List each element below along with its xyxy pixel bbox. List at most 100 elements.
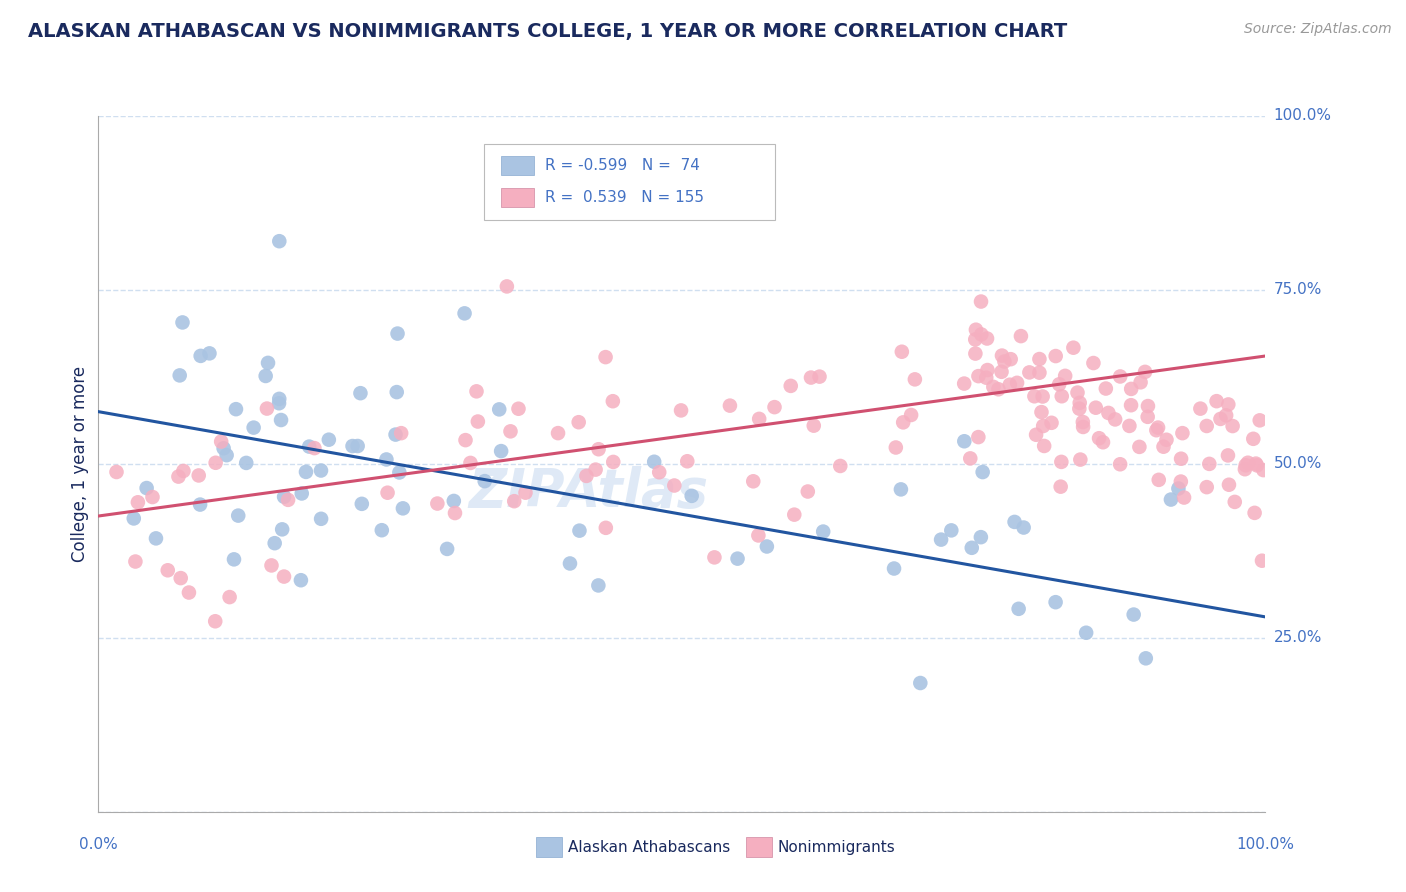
Point xyxy=(124,555,146,569)
Point xyxy=(309,512,332,526)
Point xyxy=(1088,431,1111,445)
Point xyxy=(349,386,371,401)
Point xyxy=(187,468,209,483)
Point xyxy=(454,433,477,447)
Point xyxy=(830,458,852,473)
Text: Source: ZipAtlas.com: Source: ZipAtlas.com xyxy=(1244,22,1392,37)
Point xyxy=(1218,397,1240,411)
Point xyxy=(1095,382,1118,396)
Text: R = -0.599   N =  74: R = -0.599 N = 74 xyxy=(546,158,700,173)
Text: R =  0.539   N = 155: R = 0.539 N = 155 xyxy=(546,190,704,205)
Point xyxy=(260,558,283,573)
Point xyxy=(965,323,987,337)
Point xyxy=(1198,457,1220,471)
Text: 25.0%: 25.0% xyxy=(1274,631,1322,645)
Point xyxy=(426,497,449,511)
Point xyxy=(747,528,769,542)
Point xyxy=(495,279,517,293)
Point xyxy=(1012,520,1035,534)
Point xyxy=(1243,506,1265,520)
Point xyxy=(884,441,907,455)
Point xyxy=(1018,365,1040,379)
Point xyxy=(1066,385,1088,400)
Point xyxy=(177,585,200,599)
Point xyxy=(808,369,831,384)
Point xyxy=(156,563,179,577)
Point xyxy=(1136,409,1159,424)
Point xyxy=(965,333,987,347)
Point xyxy=(797,484,820,499)
Point xyxy=(1170,451,1192,466)
Point xyxy=(558,557,581,571)
Point xyxy=(190,349,212,363)
Point xyxy=(1062,341,1084,355)
Point xyxy=(883,561,905,575)
Point xyxy=(1069,401,1091,416)
Point xyxy=(392,501,415,516)
Point xyxy=(271,522,294,536)
Point xyxy=(218,590,240,604)
Bar xyxy=(501,155,534,175)
Point xyxy=(436,541,458,556)
Point xyxy=(1167,482,1189,496)
Point xyxy=(209,434,232,449)
Point xyxy=(1097,406,1119,420)
Point xyxy=(547,426,569,441)
Point xyxy=(318,433,340,447)
Point xyxy=(291,486,314,500)
Point xyxy=(453,306,475,320)
Point xyxy=(350,497,373,511)
Point xyxy=(1005,376,1028,390)
Point xyxy=(970,327,993,342)
Point xyxy=(488,402,510,417)
Point xyxy=(1033,439,1056,453)
Point xyxy=(499,425,522,439)
Point xyxy=(648,465,671,479)
Point xyxy=(976,363,998,377)
Point xyxy=(1032,390,1054,404)
Point xyxy=(1000,352,1022,367)
Point xyxy=(965,346,987,360)
Point xyxy=(346,439,368,453)
Point xyxy=(204,614,226,628)
Point xyxy=(1054,368,1077,383)
Point xyxy=(267,396,290,410)
Point xyxy=(167,469,190,483)
Point xyxy=(298,440,321,454)
Point xyxy=(1144,423,1167,437)
Point xyxy=(602,394,624,409)
Point xyxy=(1007,602,1029,616)
Point xyxy=(290,573,312,587)
Point xyxy=(1071,420,1094,434)
Point xyxy=(783,508,806,522)
Point xyxy=(188,498,211,512)
Point xyxy=(643,455,665,469)
Point xyxy=(1045,595,1067,609)
Point xyxy=(443,494,465,508)
Point xyxy=(960,541,983,555)
Bar xyxy=(747,838,772,857)
Point xyxy=(1246,458,1268,473)
Point xyxy=(967,430,990,444)
Point xyxy=(595,350,617,364)
Point xyxy=(972,465,994,479)
Text: 100.0%: 100.0% xyxy=(1236,837,1295,852)
Point xyxy=(1160,492,1182,507)
Point xyxy=(1040,416,1063,430)
Point xyxy=(269,234,291,248)
Point xyxy=(568,415,591,429)
Point xyxy=(1147,473,1170,487)
Point xyxy=(998,377,1021,392)
Point xyxy=(1076,625,1098,640)
Point xyxy=(1218,477,1240,491)
Point xyxy=(474,474,496,488)
Point xyxy=(1216,449,1239,463)
Bar xyxy=(536,838,562,857)
Point xyxy=(389,426,412,441)
Point xyxy=(974,370,997,384)
Point xyxy=(1189,401,1212,416)
Point xyxy=(891,415,914,429)
Point xyxy=(981,380,1004,394)
Point xyxy=(172,464,194,478)
Point xyxy=(169,368,191,383)
